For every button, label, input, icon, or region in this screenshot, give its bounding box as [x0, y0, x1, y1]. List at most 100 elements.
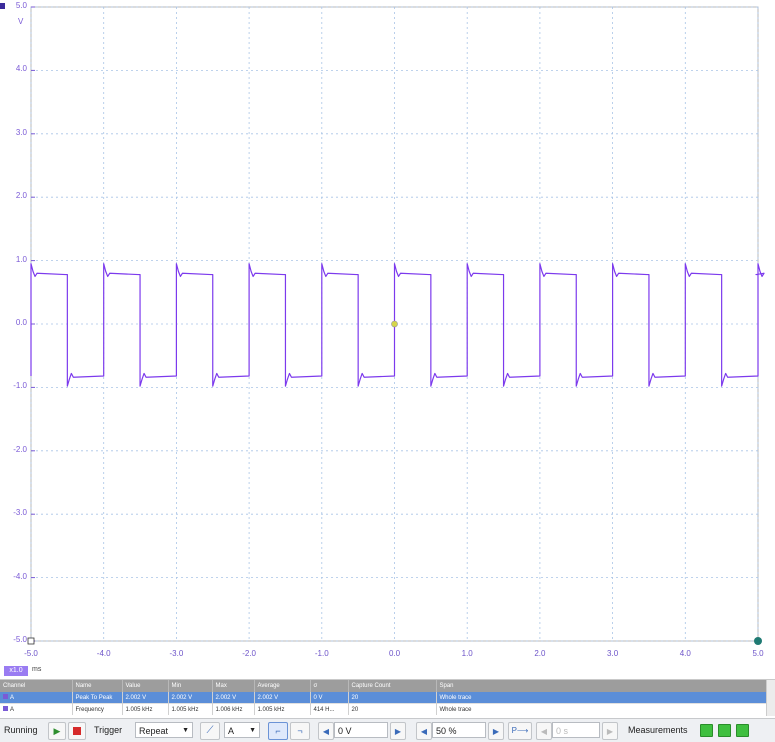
y-tick-label: -4.0 — [13, 571, 27, 581]
delay-input[interactable]: 0 s — [552, 722, 600, 738]
ruler-handle-icon — [754, 637, 762, 645]
cell-sigma: 414 H... — [310, 703, 349, 715]
delete-icon — [736, 724, 749, 737]
arrow-right-icon: ▶ — [394, 727, 402, 736]
ruler-origin-icon — [27, 637, 35, 645]
x-tick-label: -5.0 — [24, 649, 38, 658]
edit-icon — [718, 724, 731, 737]
measurements-table[interactable]: Channel Name Value Min Max Average σ Cap… — [0, 679, 775, 718]
running-label: Running — [4, 725, 38, 735]
cell-min: 1.005 kHz — [168, 703, 213, 715]
cell-max: 1.006 kHz — [212, 703, 255, 715]
run-button[interactable]: ▶ — [48, 722, 66, 740]
table-row[interactable]: A Peak To Peak 2.002 V 2.002 V 2.002 V 2… — [0, 692, 774, 704]
scope-view[interactable]: V 5.0 4.0 3.0 2.0 1.0 0.0 -1.0 -2.0 -3.0 -4.0 -5.0… — [0, 0, 775, 668]
y-tick-label: 5.0 — [15, 1, 27, 10]
x-tick-label: -3.0 — [169, 649, 184, 658]
arrow-left-icon: ◀ — [322, 727, 330, 736]
cell-span: Whole trace — [436, 703, 774, 715]
y-tick-label: -2.0 — [13, 444, 27, 454]
cell-capture-count: 20 — [348, 703, 437, 715]
threshold-decrease-button[interactable]: ◀ — [318, 722, 334, 740]
cell-value: 1.005 kHz — [122, 703, 169, 715]
chevron-down-icon: ▼ — [182, 727, 189, 734]
cell-channel: A — [10, 695, 15, 701]
rising-edge-button[interactable]: ⌐ — [268, 722, 288, 740]
pretrigger-input[interactable]: 50 % — [432, 722, 486, 738]
x-tick-label: -4.0 — [96, 649, 111, 658]
cell-sigma: 0 V — [310, 692, 349, 704]
trigger-mode-select[interactable]: Repeat ▼ — [135, 722, 193, 738]
col-sigma[interactable]: σ — [310, 680, 349, 692]
x-tick-label: 0.0 — [388, 649, 401, 658]
x-tick-label: 2.0 — [534, 649, 546, 658]
x-tick-label: 1.0 — [461, 649, 473, 658]
stop-button[interactable] — [68, 722, 86, 740]
trigger-label: Trigger — [94, 725, 123, 735]
add-icon — [700, 724, 713, 737]
cell-name: Peak To Peak — [72, 692, 123, 704]
falling-edge-button[interactable]: ¬ — [290, 722, 310, 740]
post-trigger-delay-icon[interactable]: P⟶ — [508, 722, 532, 740]
delete-measurement-button[interactable] — [736, 722, 750, 738]
channel-color-chip — [3, 694, 8, 699]
x-unit-label: ms — [32, 666, 42, 673]
col-capture-count[interactable]: Capture Count — [348, 680, 437, 692]
cell-capture-count: 20 — [348, 692, 437, 704]
y-tick-label: 3.0 — [15, 127, 27, 137]
measurements-scrollbar[interactable] — [766, 680, 775, 716]
bottom-toolbar: Running ▶ Trigger Repeat ▼ ⟋ A ▼ ⌐ ¬ ◀ 0… — [0, 718, 775, 742]
trigger-marker — [391, 320, 398, 328]
auto-setup-icon[interactable]: ⟋ — [200, 722, 220, 740]
x-tick-label: -2.0 — [242, 649, 256, 658]
x-tick-label: -1.0 — [314, 649, 329, 658]
threshold-input[interactable]: 0 V — [334, 722, 388, 738]
col-min[interactable]: Min — [168, 680, 213, 692]
cell-value: 2.002 V — [122, 692, 169, 704]
cell-max: 2.002 V — [212, 692, 255, 704]
y-tick-label: 1.0 — [15, 254, 27, 264]
arrow-left-icon: ◀ — [420, 727, 428, 736]
col-channel[interactable]: Channel — [0, 680, 73, 692]
y-tick-label: 2.0 — [15, 191, 27, 201]
cell-span: Whole trace — [436, 692, 774, 704]
stop-icon — [73, 727, 81, 735]
pretrigger-increase-button[interactable]: ▶ — [488, 722, 504, 740]
y-tick-label: 4.0 — [15, 64, 27, 74]
x-unit-bar: x1.0 ms — [0, 665, 775, 678]
cell-channel: A — [10, 707, 15, 713]
channel-color-chip — [3, 706, 8, 711]
pretrigger-decrease-button[interactable]: ◀ — [416, 722, 432, 740]
trace-channel-a — [30, 263, 765, 387]
edit-measurement-button[interactable] — [718, 722, 732, 738]
x-scale-badge[interactable]: x1.0 — [4, 666, 28, 676]
cell-min: 2.002 V — [168, 692, 213, 704]
col-value[interactable]: Value — [122, 680, 169, 692]
trigger-channel-value: A — [228, 726, 235, 736]
cell-average: 1.005 kHz — [254, 703, 311, 715]
trigger-channel-select[interactable]: A ▼ — [224, 722, 260, 738]
channel-a-marker-icon — [0, 3, 5, 9]
cell-average: 2.002 V — [254, 692, 311, 704]
x-tick-label: 3.0 — [607, 649, 619, 658]
delay-increase-button[interactable]: ▶ — [602, 722, 618, 740]
col-max[interactable]: Max — [212, 680, 255, 692]
measurements-label: Measurements — [628, 725, 688, 735]
y-tick-label: -5.0 — [13, 635, 27, 644]
cell-name: Frequency — [72, 703, 123, 715]
y-tick-label: 0.0 — [15, 318, 27, 327]
threshold-increase-button[interactable]: ▶ — [390, 722, 406, 740]
y-unit-label: V — [18, 17, 24, 26]
arrow-right-icon: ▶ — [606, 727, 614, 736]
x-tick-label: 4.0 — [679, 649, 691, 658]
col-average[interactable]: Average — [254, 680, 311, 692]
arrow-left-icon: ◀ — [540, 727, 548, 736]
table-row[interactable]: A Frequency 1.005 kHz 1.005 kHz 1.006 kH… — [0, 703, 774, 715]
arrow-right-icon: ▶ — [492, 727, 500, 736]
scope-plot[interactable] — [0, 0, 775, 668]
col-name[interactable]: Name — [72, 680, 123, 692]
x-tick-label: 5.0 — [752, 649, 764, 658]
col-span[interactable]: Span — [436, 680, 774, 692]
delay-decrease-button[interactable]: ◀ — [536, 722, 552, 740]
add-measurement-button[interactable] — [700, 722, 714, 738]
